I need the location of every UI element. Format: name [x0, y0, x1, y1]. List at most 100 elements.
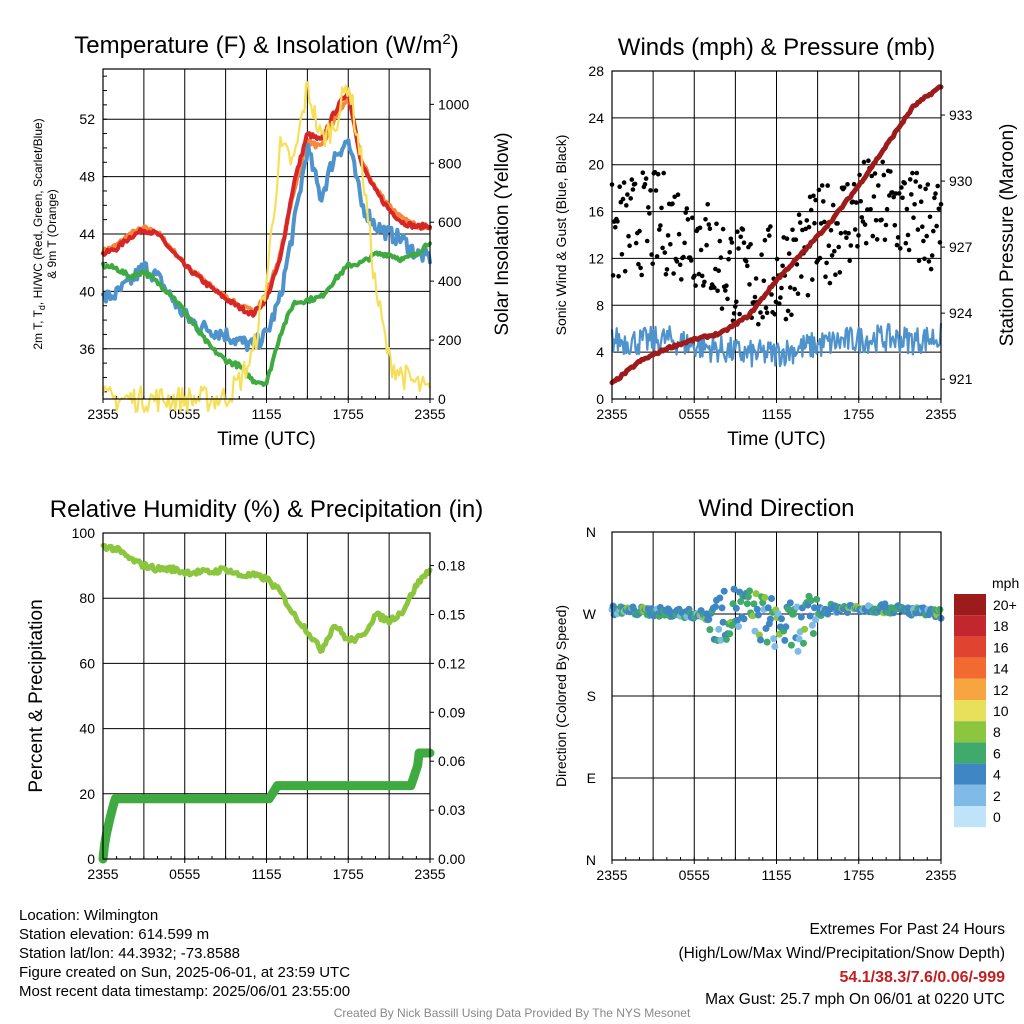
gust-point [921, 238, 926, 244]
grid-lines [143, 533, 390, 859]
gust-point [725, 296, 730, 302]
gust-point [712, 285, 717, 290]
gust-point [785, 308, 791, 314]
gust-point [917, 184, 923, 189]
gust-point [845, 182, 850, 187]
extremes-panel: Extremes For Past 24 Hours (High/Low/Max… [679, 918, 1006, 1010]
y-tick-label: 52 [79, 111, 95, 127]
gust-point [685, 217, 691, 222]
legend-swatch [954, 784, 986, 806]
recent-timestamp: Most recent data timestamp: 2025/06/01 2… [19, 983, 351, 1000]
chart-title: Winds (mph) & Pressure (mb) [618, 34, 935, 61]
direction-point [743, 600, 751, 608]
gust-point [780, 263, 785, 269]
gust-point [732, 304, 738, 309]
extremes-values: 54.1/38.3/7.6/0.06/-999 [839, 969, 1005, 986]
legend-label: 6 [993, 745, 1001, 761]
y2-tick-label: 0.15 [438, 607, 465, 623]
gust-point [627, 243, 632, 248]
y-tick-label: 0 [596, 391, 604, 407]
gust-point [838, 230, 844, 236]
y2-tick-label: 933 [949, 107, 973, 123]
x-tick-label: 2355 [414, 406, 445, 422]
chart-title: Relative Humidity (%) & Precipitation (i… [50, 496, 483, 523]
x-tick-label: 2355 [87, 406, 118, 422]
gust-point [795, 291, 801, 297]
y-tick-label: 20 [79, 786, 95, 802]
gust-point [810, 277, 815, 282]
gust-point [884, 206, 890, 212]
direction-point [718, 604, 726, 612]
panel-wind: Winds (mph) & Pressure (mb) 0 4 8 12 16 20 24 28… [553, 34, 1018, 450]
y-tick-label: N [586, 852, 596, 868]
y-tick-label: 60 [79, 655, 95, 671]
x-axis-label: Time (UTC) [727, 429, 826, 450]
y-tick-label: W [583, 606, 597, 622]
gust-point [841, 185, 847, 190]
gust-point [893, 191, 899, 196]
gust-point [925, 182, 931, 187]
direction-point [800, 639, 807, 647]
panel-rh: Relative Humidity (%) & Precipitation (i… [26, 496, 483, 882]
y-tick-label: 16 [588, 204, 604, 220]
gust-point [698, 247, 704, 253]
gust-point [819, 183, 825, 188]
gust-point [620, 196, 626, 202]
gust-point [933, 191, 938, 196]
gust-point [717, 238, 723, 244]
direction-point [746, 587, 753, 595]
extremes-title: Extremes For Past 24 Hours [809, 921, 1005, 938]
gust-point [626, 233, 631, 239]
gust-point [906, 247, 912, 253]
gust-point [726, 256, 731, 262]
gust-point [847, 258, 852, 264]
direction-point [812, 616, 820, 624]
gust-point [646, 205, 651, 210]
gust-point [628, 196, 633, 201]
direction-point [813, 595, 821, 603]
gust-point [859, 215, 865, 220]
series-line-precipitation [98, 748, 435, 864]
gust-point [891, 194, 896, 200]
y2-tick-label: 1000 [438, 96, 469, 112]
gust-point [625, 192, 630, 197]
gust-point [748, 242, 753, 247]
legend-label: 4 [993, 767, 1001, 783]
gust-point [905, 232, 911, 238]
gust-point [789, 312, 794, 318]
gust-point [876, 183, 881, 188]
gust-point [617, 184, 622, 189]
legend-label: 12 [993, 682, 1009, 698]
gust-point [823, 274, 828, 280]
gust-point [735, 229, 740, 234]
direction-point [763, 638, 771, 646]
gust-point [874, 237, 880, 242]
y2-tick-label: 0.12 [438, 655, 465, 671]
y2-axis-label: Solar Insolation (Yellow) [492, 132, 513, 335]
gust-point [767, 233, 772, 238]
gust-point [703, 217, 708, 222]
gust-point [661, 170, 666, 176]
gust-point [632, 181, 638, 187]
gust-point [679, 277, 684, 282]
gust-point [812, 220, 817, 226]
plot-frame [611, 70, 942, 400]
x-tick-label: 1155 [761, 867, 791, 883]
gust-point [752, 294, 758, 300]
gust-point [756, 321, 761, 327]
legend-label: 20+ [993, 597, 1017, 613]
gust-point [829, 253, 835, 258]
gust-point [707, 226, 713, 231]
gust-point [763, 305, 769, 311]
gust-point [790, 227, 795, 233]
y2-tick-label: 0.06 [438, 753, 465, 769]
legend-label: 2 [993, 788, 1001, 804]
y2-tick-label: 0.18 [438, 558, 465, 574]
gust-point [924, 233, 929, 239]
y-tick-label: E [587, 770, 596, 786]
gust-point [832, 248, 837, 254]
gust-point [737, 311, 742, 317]
gust-point [681, 254, 686, 260]
gust-point [854, 200, 859, 205]
